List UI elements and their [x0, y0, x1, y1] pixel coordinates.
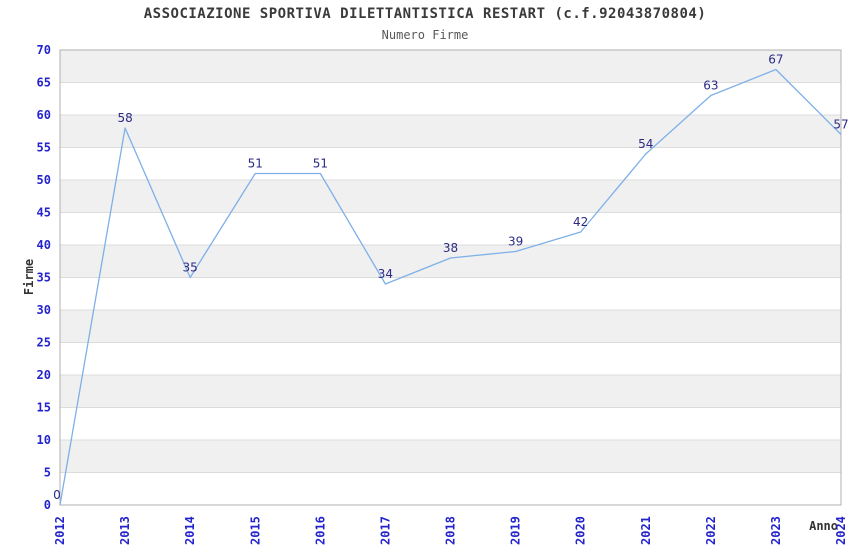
y-tick-label: 35 — [37, 271, 51, 285]
x-tick-label: 2013 — [118, 516, 132, 545]
y-tick-label: 45 — [37, 206, 51, 220]
chart-subtitle: Numero Firme — [381, 28, 469, 42]
point-value-label: 57 — [833, 118, 848, 132]
y-tick-label: 55 — [37, 141, 51, 155]
point-value-label: 34 — [378, 267, 393, 281]
y-tick-label: 25 — [37, 336, 51, 350]
plot-border — [59, 49, 842, 506]
point-value-label: 63 — [703, 79, 718, 93]
point-value-label: 67 — [768, 53, 783, 67]
y-tick-label: 0 — [44, 498, 51, 512]
x-tick-label: 2022 — [704, 516, 718, 545]
x-tick-label: 2020 — [574, 516, 588, 545]
x-axis-title: Anno — [809, 519, 838, 533]
point-value-label: 58 — [117, 111, 132, 125]
y-tick-label: 5 — [44, 466, 51, 480]
x-tick-label: 2014 — [183, 516, 197, 545]
x-tick-label: 2012 — [53, 516, 67, 545]
plot-band — [60, 115, 841, 148]
x-tick-label: 2024 — [834, 516, 848, 545]
point-value-label: 38 — [443, 241, 458, 255]
data-line — [59, 68, 842, 506]
point-value-label: 0 — [53, 488, 61, 502]
x-tick-label: 2016 — [313, 516, 327, 545]
chart-title: ASSOCIAZIONE SPORTIVA DILETTANTISTICA RE… — [143, 6, 707, 22]
x-tick-label: 2018 — [444, 516, 458, 545]
plot-band — [60, 180, 841, 213]
y-tick-label: 70 — [37, 43, 51, 57]
point-value-label: 39 — [508, 235, 523, 249]
y-tick-label: 15 — [37, 401, 51, 415]
plot-band — [60, 310, 841, 343]
y-tick-label: 50 — [37, 173, 51, 187]
plot-band — [60, 50, 841, 83]
y-tick-label: 30 — [37, 303, 51, 317]
x-tick-label: 2023 — [769, 516, 783, 545]
point-value-label: 35 — [183, 261, 198, 275]
point-value-label: 51 — [248, 157, 263, 171]
plot-band — [60, 375, 841, 408]
x-tick-label: 2017 — [378, 516, 392, 545]
y-tick-label: 65 — [37, 76, 51, 90]
y-tick-label: 40 — [37, 238, 51, 252]
y-tick-label: 20 — [37, 368, 51, 382]
point-value-label: 51 — [313, 157, 328, 171]
x-tick-label: 2019 — [509, 516, 523, 545]
point-value-label: 54 — [638, 137, 653, 151]
y-tick-label: 60 — [37, 108, 51, 122]
y-tick-label: 10 — [37, 433, 51, 447]
x-tick-label: 2015 — [248, 516, 262, 545]
plot-band — [60, 440, 841, 473]
plot-band — [60, 245, 841, 278]
x-tick-label: 2021 — [639, 516, 653, 545]
point-value-label: 42 — [573, 215, 588, 229]
